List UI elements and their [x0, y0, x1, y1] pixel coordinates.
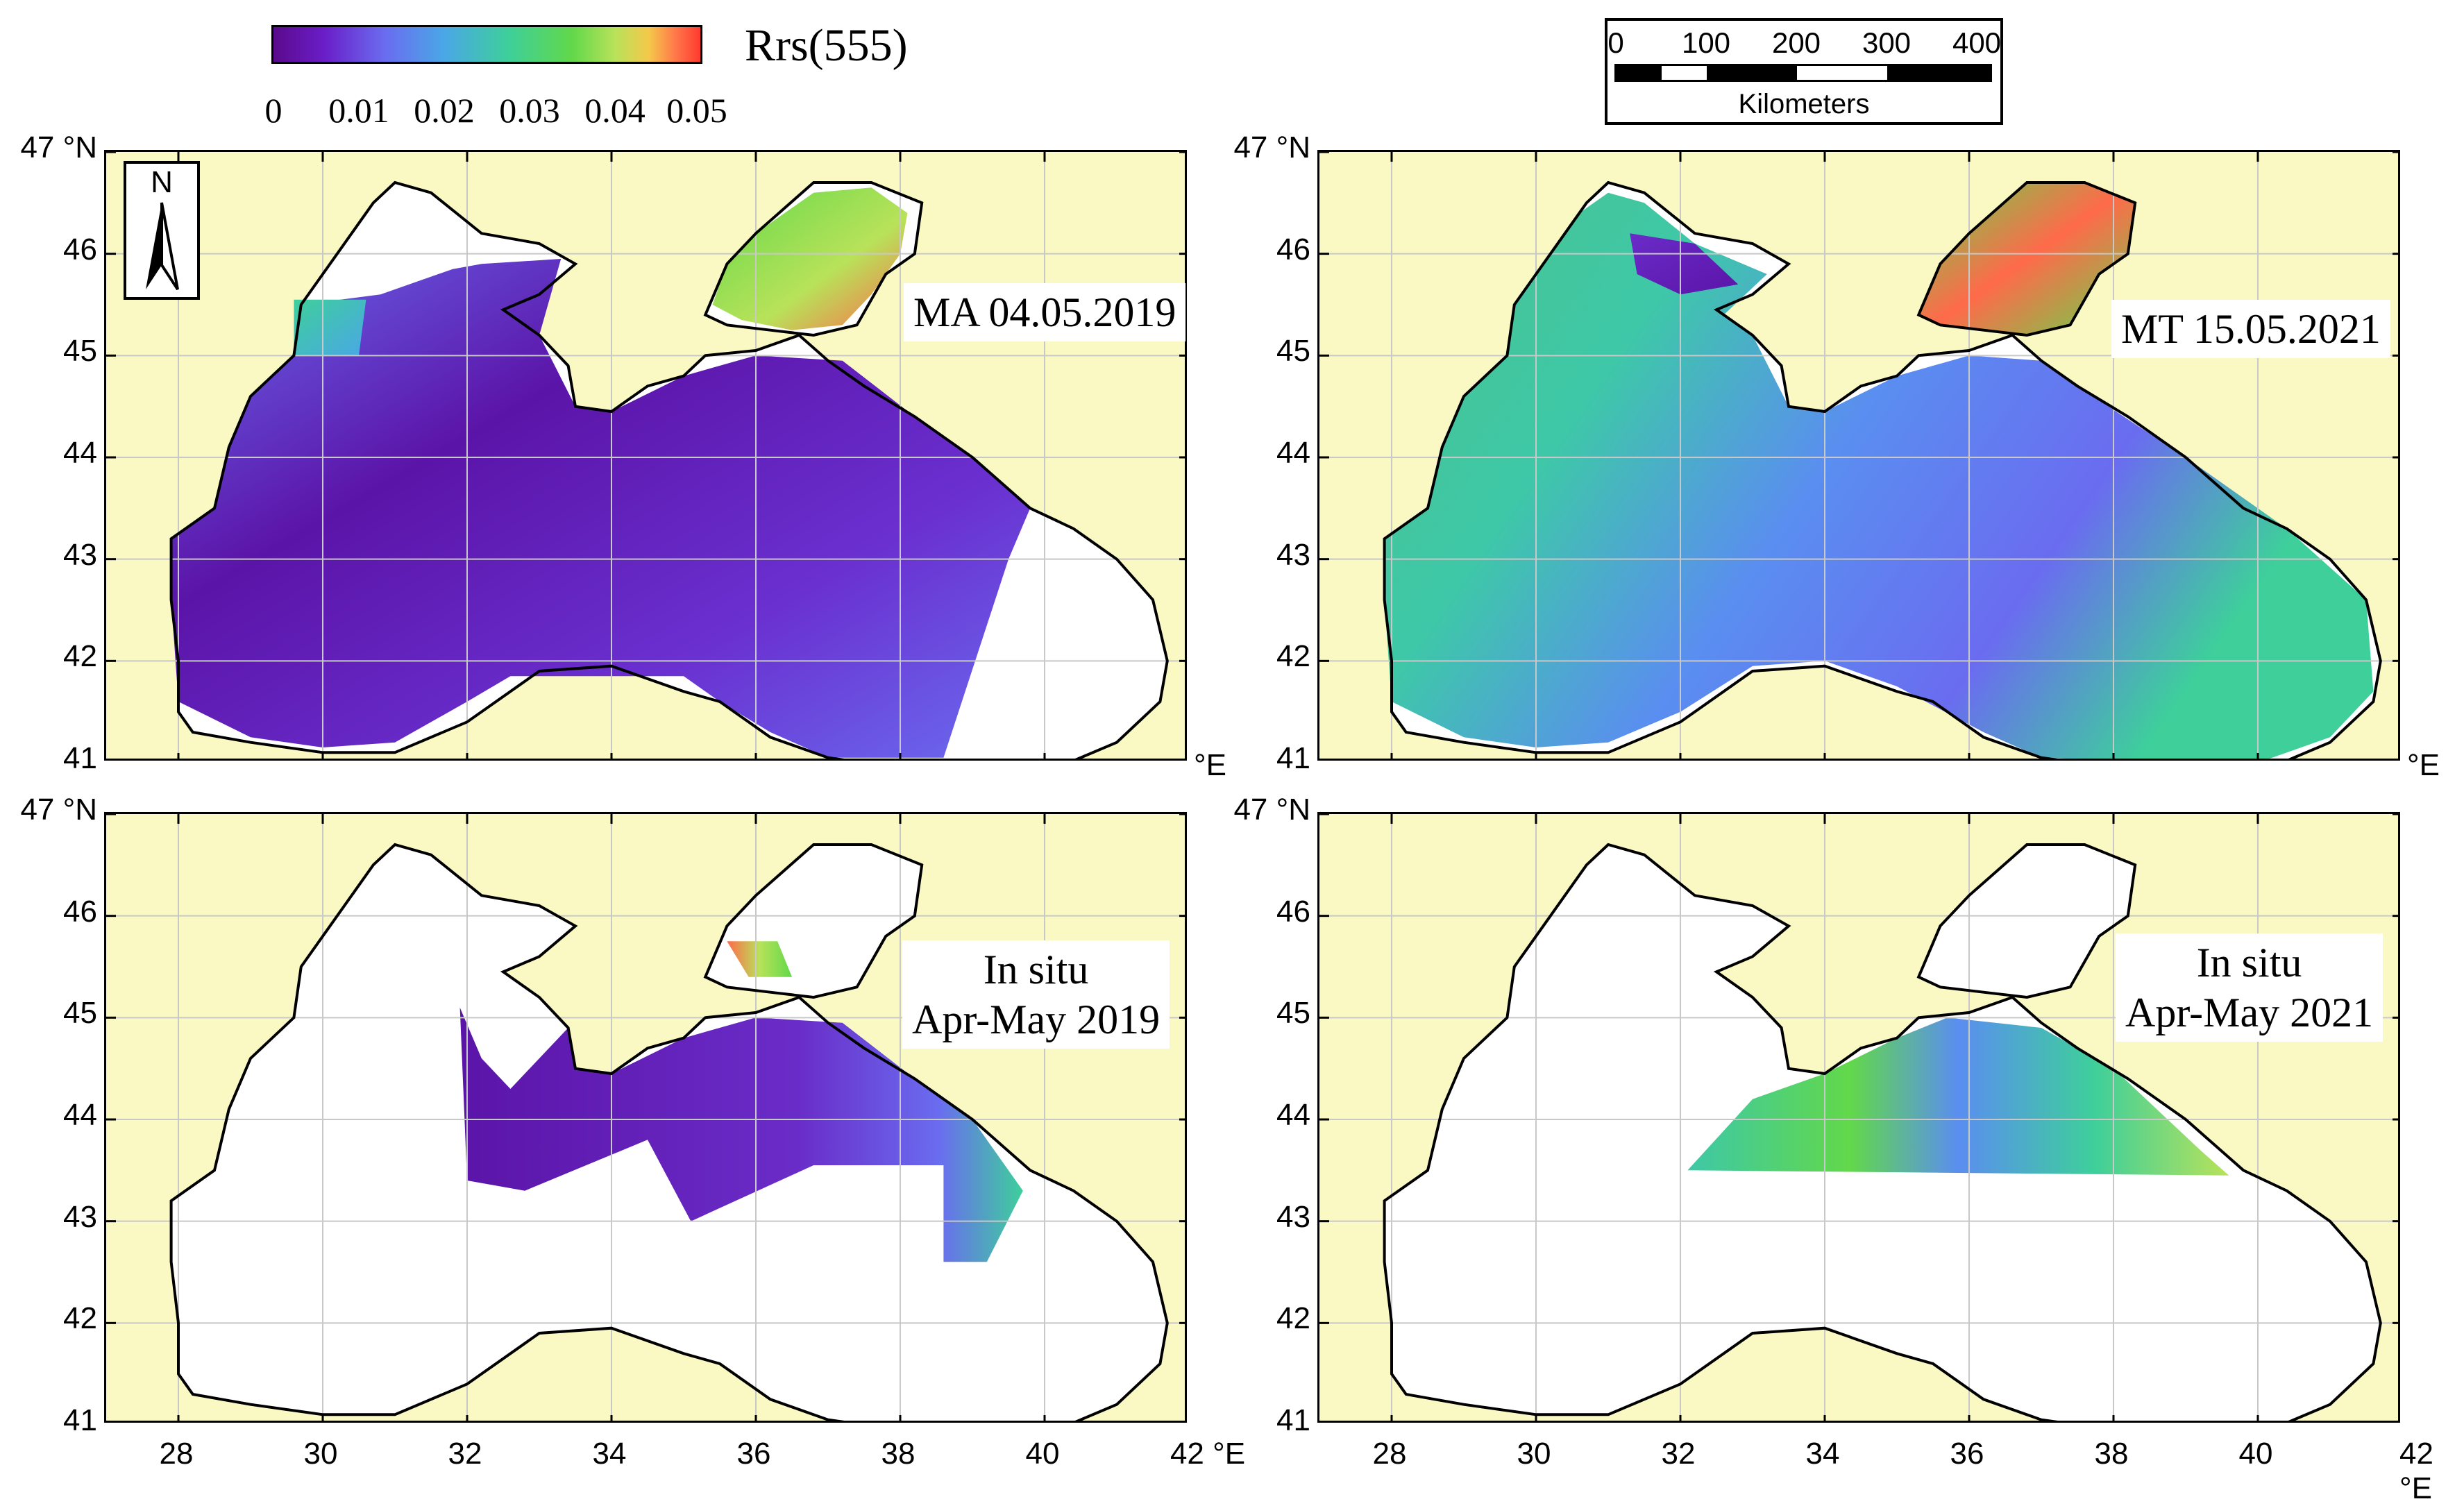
north-arrow-icon: [146, 202, 179, 291]
black-sea-map: [106, 814, 1185, 1421]
black-sea-map: [106, 152, 1185, 759]
coastline: [1383, 180, 2382, 759]
latitude-label: 41: [1276, 741, 1310, 775]
panel-label-insitu-2021: In situ Apr-May 2021: [2116, 933, 2383, 1042]
map-panel-mt-2021: [1317, 150, 2400, 761]
rrs-data-field: [712, 187, 908, 330]
rrs-data-field: [1687, 1017, 2229, 1176]
map-panel-insitu-2019: [104, 812, 1187, 1423]
rrs-data-field: [1384, 192, 2374, 759]
longitude-label: 32: [1661, 1437, 1696, 1471]
longitude-label: 34: [592, 1437, 627, 1471]
longitude-unit: °E: [2407, 748, 2440, 782]
longitude-label: 42 °E: [1170, 1437, 1246, 1471]
latitude-label: 44: [1276, 1098, 1310, 1132]
latitude-label: 45: [1276, 996, 1310, 1031]
latitude-label: 47 °N: [20, 130, 97, 164]
latitude-label: 44: [63, 1098, 97, 1132]
latitude-label: 41: [63, 1403, 97, 1437]
coastline: [1383, 843, 2382, 1421]
scale-tick: 200: [1771, 26, 1821, 59]
latitude-label: 41: [1276, 1403, 1310, 1437]
latitude-label: 43: [63, 1199, 97, 1234]
coastline: [1916, 843, 2137, 999]
rrs-data-field: [459, 1007, 1023, 1262]
longitude-label: 34: [1805, 1437, 1840, 1471]
longitude-label: 40: [1025, 1437, 1060, 1471]
rrs-data-field: [727, 941, 792, 977]
north-letter: N: [151, 165, 173, 199]
longitude-label: 30: [1517, 1437, 1551, 1471]
latitude-label: 42: [63, 1301, 97, 1336]
rrs-data-field: [294, 299, 366, 356]
colorbar-tick: 0.01: [328, 91, 389, 130]
azov-sea-water: [1918, 845, 2136, 997]
coastline: [703, 181, 924, 337]
latitude-label: 46: [1276, 894, 1310, 929]
rrs-data-field: [171, 259, 1031, 758]
north-arrow: N: [124, 161, 200, 300]
panel-label-insitu-2019: In situ Apr-May 2019: [902, 940, 1170, 1049]
coastline: [703, 843, 924, 999]
scale-tick: 0: [1607, 26, 1624, 59]
longitude-label: 30: [303, 1437, 338, 1471]
latitude-label: 43: [1276, 1199, 1310, 1234]
colorbar-tick: 0.02: [414, 91, 475, 130]
colorbar-tick: 0.04: [584, 91, 645, 130]
azov-sea-water: [705, 845, 922, 997]
longitude-label: 42 °E: [2399, 1437, 2433, 1505]
longitude-unit: °E: [1194, 748, 1226, 782]
longitude-label: 38: [881, 1437, 915, 1471]
latitude-label: 45: [63, 334, 97, 369]
coastline: [169, 843, 1169, 1421]
latitude-label: 44: [63, 436, 97, 470]
scale-tick: 100: [1681, 26, 1731, 59]
colorbar-tick: 0.05: [666, 91, 727, 130]
scale-unit: Kilometers: [1738, 89, 1870, 119]
latitude-label: 46: [63, 232, 97, 266]
rrs-data-field: [1918, 183, 2136, 335]
latitude-label: 45: [63, 996, 97, 1031]
coastline: [1916, 181, 2137, 337]
latitude-label: 42: [1276, 1301, 1310, 1336]
latitude-label: 42: [63, 639, 97, 674]
map-panel-ma-2019: [104, 150, 1187, 761]
latitude-label: 47 °N: [20, 793, 97, 827]
scale-bar: 0 100 200 300 400 Kilometers: [1605, 18, 2003, 125]
latitude-label: 45: [1276, 334, 1310, 369]
coastline: [169, 180, 1169, 759]
scale-tick: 400: [1952, 26, 2002, 59]
longitude-label: 28: [159, 1437, 194, 1471]
panel-label-mt: MT 15.05.2021: [2111, 300, 2390, 358]
scale-tick: 300: [1862, 26, 1912, 59]
colorbar-tick: 0: [264, 91, 282, 130]
latitude-label: 41: [63, 741, 97, 775]
panel-label-ma: MA 04.05.2019: [904, 283, 1186, 341]
longitude-label: 36: [736, 1437, 771, 1471]
latitude-label: 43: [1276, 537, 1310, 572]
rrs-data-field: [1630, 233, 1739, 295]
latitude-label: 42: [1276, 639, 1310, 674]
latitude-label: 47 °N: [1233, 130, 1310, 164]
black-sea-map: [1319, 152, 2398, 759]
longitude-label: 28: [1372, 1437, 1407, 1471]
latitude-label: 46: [1276, 232, 1310, 266]
colorbar-tick: 0.03: [499, 91, 560, 130]
longitude-label: 32: [448, 1437, 482, 1471]
latitude-label: 44: [1276, 436, 1310, 470]
longitude-label: 38: [2094, 1437, 2129, 1471]
black-sea-map: [1319, 814, 2398, 1421]
latitude-label: 46: [63, 894, 97, 929]
rrs555-colorbar: [271, 25, 702, 64]
latitude-label: 47 °N: [1233, 793, 1310, 827]
longitude-label: 40: [2238, 1437, 2273, 1471]
colorbar-title: Rrs(555): [745, 20, 908, 71]
map-panel-insitu-2021: [1317, 812, 2400, 1423]
longitude-label: 36: [1950, 1437, 1984, 1471]
latitude-label: 43: [63, 537, 97, 572]
scale-bar-graphic: [1614, 64, 1992, 82]
